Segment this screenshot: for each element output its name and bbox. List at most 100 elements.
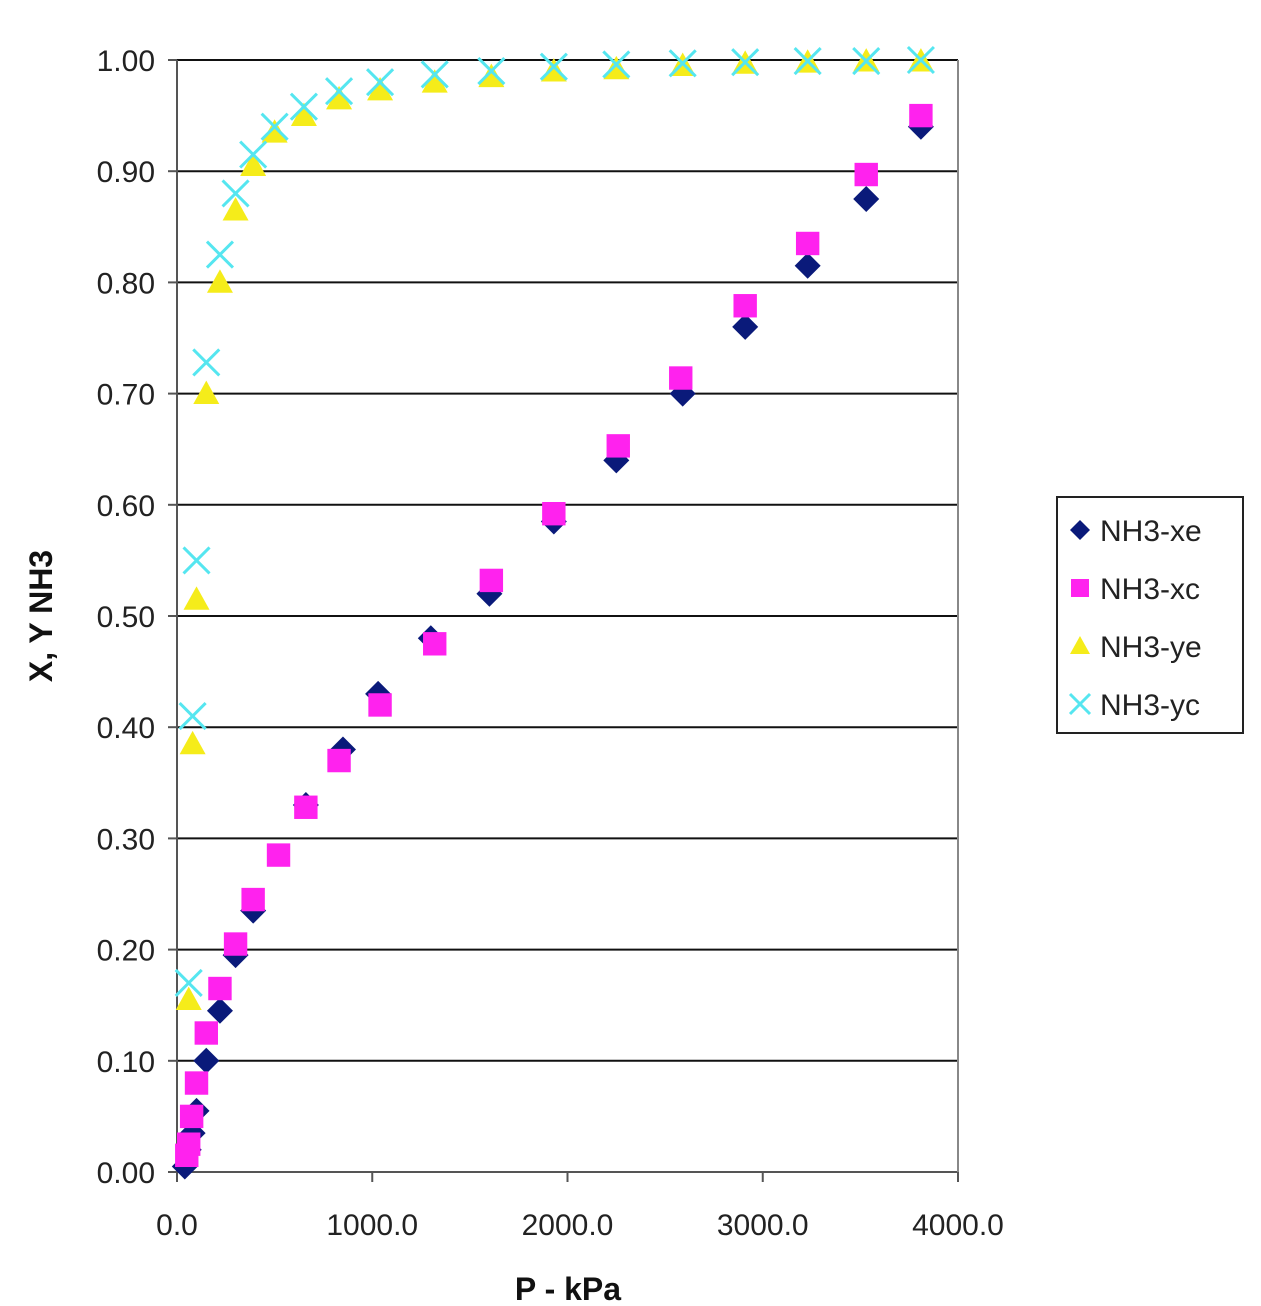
data-point [327,748,351,773]
x-tick-label: 2000.0 [522,1209,614,1242]
x-tick-label: 1000.0 [326,1209,418,1242]
data-point [542,501,566,526]
data-point [193,1047,220,1074]
data-point [733,294,757,318]
data-point-stroke [192,348,221,377]
data-point-stroke [221,179,250,208]
axis-ticks: 0.00 0.10 0.20 0.30 0.40 0.50 0.60 0.70 0.80 0.90… [97,45,1004,1242]
data-point-stroke [477,57,506,86]
data-point [668,49,697,78]
data-point [179,730,206,755]
legend-label: NH3-xc [1100,573,1200,606]
data-point [368,693,392,717]
data-point [909,103,933,128]
data-point [478,63,505,88]
data-point [206,997,233,1024]
data-point [177,1132,201,1156]
data-point-stroke [260,112,289,141]
y-tick-label: 0.70 [97,379,155,412]
legend-marker [1071,579,1089,597]
gridlines [177,59,958,1062]
data-point-stroke [668,49,697,78]
x-axis-title: P - kPa [515,1271,621,1306]
data-point [603,55,630,80]
data-point [294,795,318,819]
data-point [854,162,878,187]
data-point [261,119,288,143]
data-point [239,140,268,169]
data-point [193,380,220,404]
data-point [205,240,235,269]
legend-box [1056,496,1244,734]
legend-label: NH3-xe [1100,515,1202,548]
data-point [183,586,210,610]
data-point [206,269,233,293]
data-point [420,60,449,89]
data-point-stroke [539,52,568,81]
y-tick-label: 0.30 [97,823,155,856]
data-point [266,843,291,867]
data-point-stroke [324,77,354,106]
data-point [793,47,822,76]
legend: NH3-xe NH3-xc NH3-ye NH3-yc [1056,496,1244,734]
data-point-stroke [174,968,203,998]
data-point [669,366,693,390]
y-axis-title: X, Y NH3 [23,550,59,682]
data-point [290,102,317,126]
data-point-stroke [602,50,631,79]
data-point-stroke [420,60,449,89]
data-point-stroke [906,45,935,75]
x-tick-label: 0.0 [156,1209,198,1242]
series-NH3-xc [175,103,933,1168]
data-point-stroke [365,68,395,97]
data-point [794,252,821,279]
data-point [240,152,267,177]
data-point-stroke [731,48,760,77]
data-point [421,69,448,93]
data-point [732,313,759,340]
data-point [853,186,880,212]
data-point [175,986,202,1011]
data-point-stroke [289,92,318,121]
data-point [731,48,760,77]
y-tick-label: 0.90 [97,156,155,189]
data-point [192,348,221,377]
data-point [324,77,354,106]
y-tick-label: 0.00 [97,1157,155,1190]
data-point [208,976,232,1001]
y-tick-label: 0.20 [97,935,155,968]
data-point [477,57,506,86]
data-point [540,58,567,82]
data-point [423,632,447,656]
data-point [223,932,248,956]
data-point [184,1071,209,1095]
data-point [182,546,211,575]
y-tick-label: 0.50 [97,601,155,634]
data-points [171,45,935,1180]
data-point-stroke [205,240,235,269]
data-point [221,179,250,208]
legend-marker [1070,636,1090,654]
y-tick-label: 0.60 [97,490,155,523]
legend-marker [1070,520,1090,540]
y-tick-label: 0.10 [97,1046,155,1079]
y-tick-label: 1.00 [97,45,155,78]
data-point-stroke [182,546,211,575]
data-point [179,1104,204,1129]
data-point [852,47,881,76]
data-point [367,77,394,101]
x-tick-label: 4000.0 [912,1209,1004,1242]
data-point [194,1021,218,1045]
data-point [365,68,395,97]
legend-label: NH3-ye [1100,631,1202,664]
data-point-stroke [178,702,207,731]
data-point-stroke [793,47,822,76]
data-point [289,92,318,121]
series-NH3-yc [174,45,935,998]
data-point-stroke [852,47,881,76]
data-point [260,112,289,141]
data-point [906,45,935,75]
data-point [795,231,820,256]
y-tick-label: 0.80 [97,267,155,300]
y-tick-label: 0.40 [97,712,155,745]
